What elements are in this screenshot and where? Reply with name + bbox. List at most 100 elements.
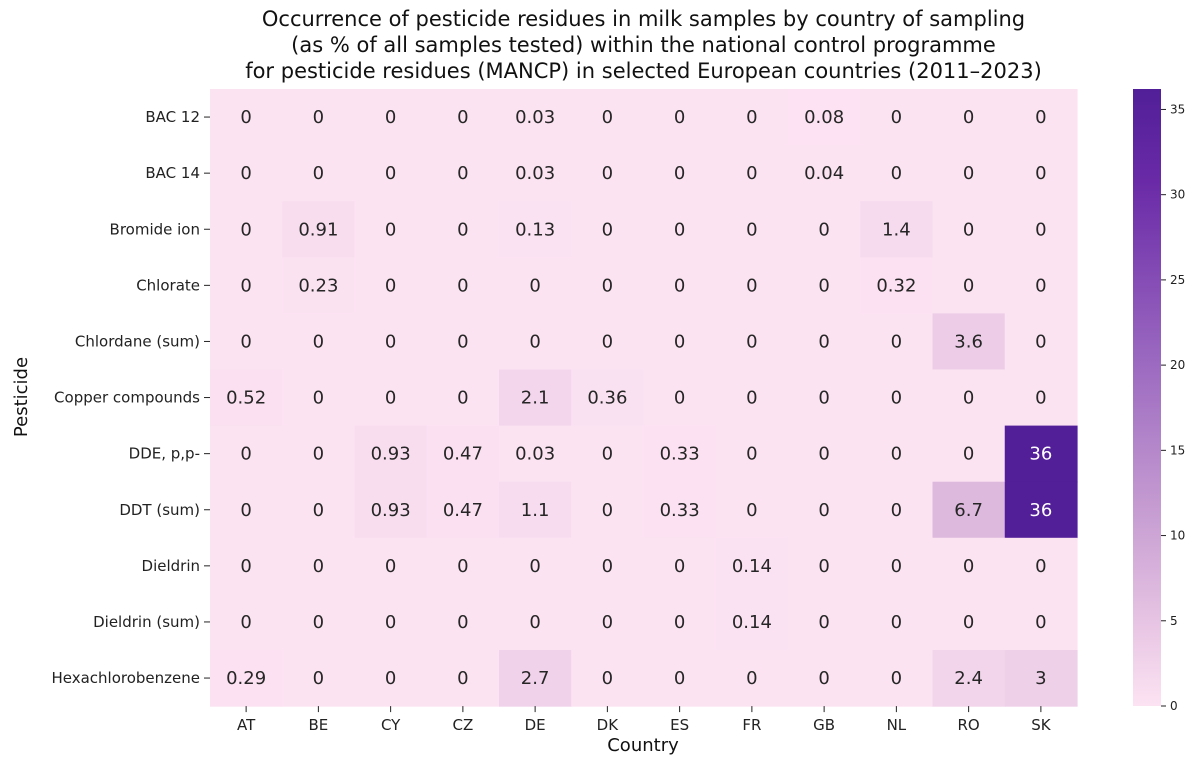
cell-value-label: 0 bbox=[674, 107, 685, 128]
heatmap-cell bbox=[860, 257, 934, 314]
heatmap-cell bbox=[354, 257, 428, 314]
heatmap-cell bbox=[354, 89, 428, 146]
cell-value-label: 0 bbox=[891, 163, 902, 184]
cell-value-label: 0 bbox=[602, 163, 613, 184]
heatmap-cell bbox=[210, 313, 283, 371]
heatmap-cell bbox=[1004, 369, 1078, 427]
heatmap-cell bbox=[354, 201, 428, 258]
cell-value-label: 0 bbox=[674, 668, 685, 689]
cell-value-label: 0.33 bbox=[660, 500, 700, 521]
cell-value-label: 0 bbox=[457, 612, 468, 633]
cell-value-label: 0.03 bbox=[515, 107, 555, 128]
cell-value-label: 1.4 bbox=[882, 219, 911, 240]
heatmap-cell bbox=[643, 257, 717, 314]
heatmap-cell bbox=[499, 201, 572, 258]
heatmap-cell bbox=[932, 425, 1006, 483]
cell-value-label: 0 bbox=[313, 500, 324, 521]
cell-value-label: 0 bbox=[385, 331, 396, 352]
heatmap-cell bbox=[860, 481, 934, 539]
y-tick-label: DDE, p,p- bbox=[129, 445, 200, 463]
heatmap-cell bbox=[1004, 650, 1078, 707]
heatmap-cell bbox=[426, 537, 500, 595]
cell-value-label: 0 bbox=[602, 219, 613, 240]
cell-value-label: 0 bbox=[385, 163, 396, 184]
cell-value-label: 0.93 bbox=[371, 500, 411, 521]
heatmap-cell bbox=[571, 425, 645, 483]
cell-value-label: 0 bbox=[385, 556, 396, 577]
cell-value-label: 0 bbox=[240, 163, 251, 184]
heatmap-cell bbox=[788, 145, 861, 202]
cell-value-label: 6.7 bbox=[954, 500, 983, 521]
heatmap-cell bbox=[499, 650, 572, 707]
heatmap-cell bbox=[354, 313, 428, 371]
cell-value-label: 0 bbox=[746, 219, 757, 240]
y-tick-label: Bromide ion bbox=[110, 220, 200, 238]
x-axis: AT BE CY CZ DE DK ES FR GB NL RO SK bbox=[237, 706, 1052, 734]
cell-value-label: 0 bbox=[385, 388, 396, 409]
heatmap-cell bbox=[210, 201, 283, 258]
cell-value-label: 0 bbox=[1035, 219, 1046, 240]
heatmap-cell bbox=[499, 145, 572, 202]
cell-value-label: 0 bbox=[602, 612, 613, 633]
heatmap-cell bbox=[860, 313, 934, 371]
cell-value-label: 0 bbox=[313, 668, 324, 689]
heatmap-cell bbox=[715, 257, 789, 314]
cell-value-label: 0.03 bbox=[515, 163, 555, 184]
cell-value-label: 0 bbox=[385, 612, 396, 633]
cell-value-label: 0.14 bbox=[732, 556, 772, 577]
y-tick-label: Chlorate bbox=[136, 276, 200, 294]
heatmap-cell bbox=[643, 369, 717, 427]
cell-value-label: 0 bbox=[891, 668, 902, 689]
cell-value-label: 0 bbox=[746, 500, 757, 521]
heatmap-cell bbox=[210, 425, 283, 483]
heatmap-cell bbox=[788, 537, 861, 595]
x-tick-label: DE bbox=[525, 716, 546, 734]
heatmap-cell bbox=[715, 369, 789, 427]
cell-value-label: 0 bbox=[529, 612, 540, 633]
y-tick-label: Dieldrin bbox=[142, 557, 200, 575]
cell-value-label: 0 bbox=[746, 163, 757, 184]
x-tick-label: SK bbox=[1031, 716, 1052, 734]
heatmap-cell bbox=[1004, 145, 1078, 202]
heatmap-cells bbox=[210, 89, 1078, 707]
heatmap-cell bbox=[860, 201, 934, 258]
x-tick-label: CY bbox=[381, 716, 401, 734]
heatmap-cell bbox=[643, 593, 717, 651]
colorbar-tick-label: 20 bbox=[1170, 358, 1185, 372]
heatmap-cell bbox=[860, 369, 934, 427]
cell-value-label: 36 bbox=[1029, 444, 1052, 465]
heatmap-cell bbox=[932, 650, 1006, 707]
chart-title-line-1: Occurrence of pesticide residues in milk… bbox=[261, 7, 1026, 31]
cell-value-label: 36 bbox=[1029, 500, 1052, 521]
cell-value-label: 3.6 bbox=[954, 331, 983, 352]
colorbar-tick-label: 15 bbox=[1170, 443, 1185, 457]
heatmap-cell bbox=[571, 89, 645, 146]
heatmap-cell bbox=[1004, 593, 1078, 651]
heatmap-cell bbox=[282, 369, 356, 427]
heatmap-cell bbox=[788, 425, 861, 483]
cell-value-label: 0 bbox=[891, 388, 902, 409]
y-tick-label: Dieldrin (sum) bbox=[93, 613, 200, 631]
heatmap-cell bbox=[282, 537, 356, 595]
cell-value-label: 0 bbox=[818, 331, 829, 352]
heatmap-cell bbox=[282, 593, 356, 651]
cell-value-label: 0 bbox=[529, 331, 540, 352]
heatmap-cell-labels: 0 0 0 0 0.03 0 0 0 0.08 0 0 0 0 0 0 0 0.03 0 0 0 0.04 0 0 0 0 0.9… bbox=[226, 107, 1052, 689]
cell-value-label: 2.7 bbox=[521, 668, 550, 689]
colorbar-ticks: 0 5 10 15 20 25 30 35 bbox=[1161, 102, 1185, 713]
heatmap-cell bbox=[715, 537, 789, 595]
cell-value-label: 0.91 bbox=[298, 219, 338, 240]
heatmap-cell bbox=[643, 650, 717, 707]
y-tick-label: BAC 12 bbox=[145, 108, 200, 126]
heatmap-cell bbox=[282, 481, 356, 539]
heatmap-cell bbox=[715, 593, 789, 651]
heatmap-cell bbox=[354, 425, 428, 483]
cell-value-label: 0 bbox=[818, 500, 829, 521]
y-axis: BAC 12 BAC 14 Bromide ion Chlorate Chlordane… bbox=[51, 108, 210, 687]
colorbar-tick-label: 5 bbox=[1170, 614, 1178, 628]
cell-value-label: 0 bbox=[385, 107, 396, 128]
heatmap-cell bbox=[860, 537, 934, 595]
heatmap-cell bbox=[571, 481, 645, 539]
colorbar-tick-label: 30 bbox=[1170, 188, 1185, 202]
heatmap-cell bbox=[571, 593, 645, 651]
